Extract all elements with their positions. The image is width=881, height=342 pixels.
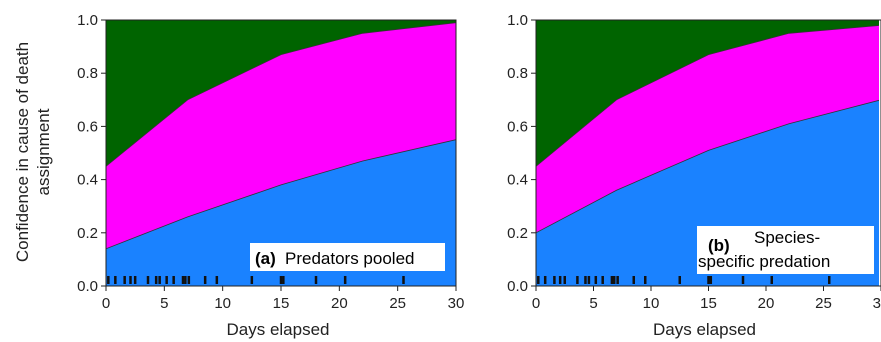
area-band-middle bbox=[536, 25, 879, 233]
y-tick-label: 0.0 bbox=[77, 278, 98, 295]
area-band-top bbox=[536, 20, 879, 167]
x-tick-label: 0 bbox=[532, 295, 540, 312]
x-tick-label: 15 bbox=[700, 295, 717, 312]
y-axis-label-line-1: Confidence in cause of death bbox=[13, 42, 32, 262]
panel-label: (a) bbox=[255, 249, 276, 268]
x-axis-label: Days elapsed bbox=[226, 320, 329, 339]
panel-label: (b) bbox=[708, 236, 730, 255]
x-tick-label: 30 bbox=[448, 295, 465, 312]
y-tick-label: 0.8 bbox=[507, 65, 528, 82]
x-tick-label: 25 bbox=[815, 295, 832, 312]
band-boundary-line bbox=[106, 22, 456, 167]
x-tick-label: 10 bbox=[214, 295, 231, 312]
y-tick-label: 0.4 bbox=[77, 172, 98, 189]
area-band-middle bbox=[106, 22, 456, 249]
x-tick-label: 20 bbox=[331, 295, 348, 312]
x-tick-label: 5 bbox=[160, 295, 168, 312]
y-tick-label: 0.6 bbox=[507, 118, 528, 135]
y-axis-label-line-2: assignment bbox=[34, 108, 53, 195]
x-tick-label: 15 bbox=[273, 295, 290, 312]
x-tick-label: 5 bbox=[589, 295, 597, 312]
annotation-box bbox=[250, 243, 445, 271]
y-tick-label: 0.6 bbox=[77, 118, 98, 135]
y-tick-label: 0.4 bbox=[507, 172, 528, 189]
y-tick-label: 1.0 bbox=[77, 12, 98, 29]
x-axis-label: Days elapsed bbox=[653, 320, 756, 339]
y-tick-label: 0.2 bbox=[77, 225, 98, 242]
panel-a: 0.0 0.2 0.4 0.6 0.8 1.0 0 5 10 15 20 25 30 Days elaps… bbox=[77, 12, 464, 339]
annotation-text: Predators pooled bbox=[285, 249, 414, 268]
band-boundary-line bbox=[536, 99, 879, 234]
y-tick-label: 1.0 bbox=[507, 12, 528, 29]
annotation-box bbox=[697, 226, 874, 274]
panel-b: 0.0 0.2 0.4 0.6 0.8 1.0 0 5 10 15 20 25 30 Days elaps… bbox=[507, 12, 881, 339]
x-tick-label: 0 bbox=[102, 295, 110, 312]
x-tick-label: 25 bbox=[389, 295, 406, 312]
y-tick-label: 0.0 bbox=[507, 278, 528, 295]
x-tick-label: 30 bbox=[873, 295, 881, 312]
band-boundary-line bbox=[106, 139, 456, 250]
x-tick-label: 20 bbox=[758, 295, 775, 312]
annotation-text: specific predation bbox=[698, 252, 830, 271]
band-boundary-line bbox=[536, 25, 879, 167]
y-tick-label: 0.2 bbox=[507, 225, 528, 242]
x-tick-label: 10 bbox=[643, 295, 660, 312]
area-band-top bbox=[106, 20, 456, 167]
y-tick-label: 0.8 bbox=[77, 65, 98, 82]
annotation-text: Species- bbox=[754, 228, 820, 247]
